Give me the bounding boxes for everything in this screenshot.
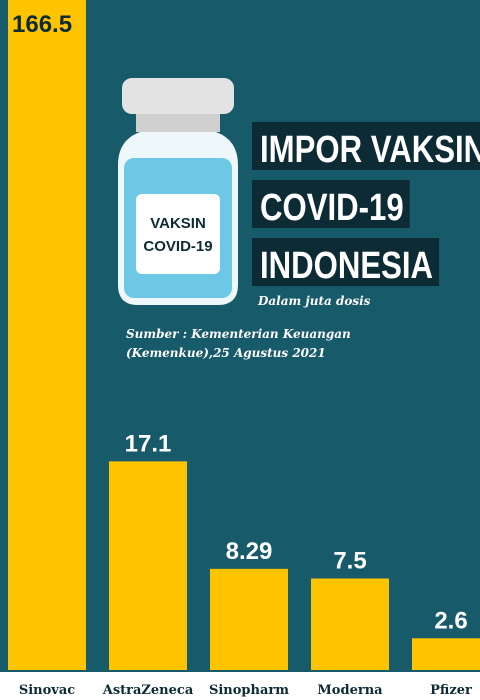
title: INDONESIA	[260, 245, 433, 287]
value-label: 2.6	[434, 607, 467, 634]
source: Sumber : Kementerian Keuangan	[126, 327, 351, 341]
bar	[210, 569, 288, 670]
category-label: Sinovac	[19, 683, 75, 698]
bar	[311, 579, 389, 671]
value-label: 7.5	[333, 548, 366, 575]
vial-icon: VAKSIN COVID-19	[118, 78, 238, 305]
vial-label	[136, 194, 220, 274]
bar	[412, 638, 480, 670]
chart: VAKSIN COVID-19 IMPOR VAKSIN COVID-19 INDO…	[0, 0, 480, 700]
bar	[109, 461, 187, 670]
title: COVID-19	[260, 187, 404, 229]
value-label: 8.29	[226, 538, 273, 565]
bar	[8, 0, 86, 670]
vial-text: VAKSIN	[150, 215, 206, 232]
subtitle: Dalam juta dosis	[257, 294, 371, 308]
value-label: 166.5	[12, 11, 72, 38]
category-label: AstraZeneca	[102, 683, 194, 698]
value-label: 17.1	[125, 430, 172, 457]
title: IMPOR VAKSIN	[260, 129, 480, 171]
vial-cap	[122, 78, 234, 114]
vial-text: COVID-19	[143, 238, 212, 255]
category-label: Sinopharm	[209, 683, 289, 698]
vial-neck	[136, 114, 220, 132]
category-label: Pfizer	[430, 683, 472, 698]
category-label: Moderna	[317, 683, 383, 698]
source: (Kemenkue),25 Agustus 2021	[126, 346, 326, 360]
